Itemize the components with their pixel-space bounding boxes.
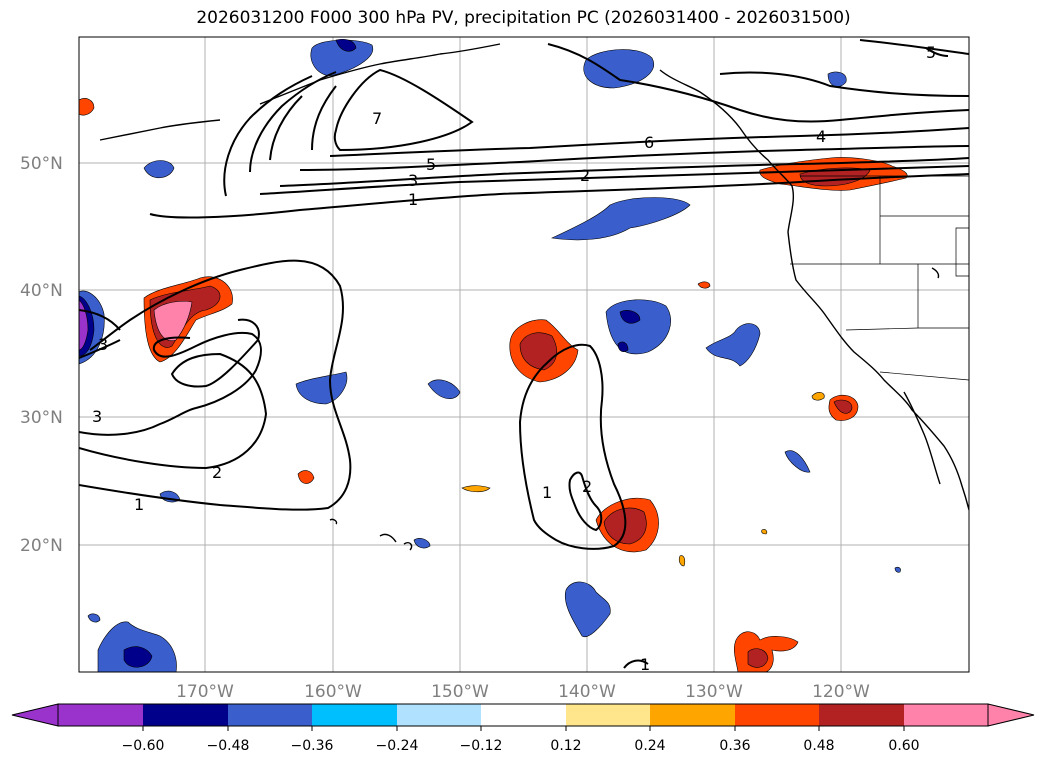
contour-label: 1 — [542, 483, 552, 502]
contour-label-group: 1 2 3 5 7 6 4 5 1 2 3 3 2 1 1 — [92, 43, 936, 674]
colorbar-tick-label: −0.12 — [460, 738, 503, 754]
colorbar-cell — [228, 704, 312, 726]
colorbar-tick-label: 0.48 — [803, 738, 834, 754]
contour-label: 1 — [134, 495, 144, 514]
colorbar-tick-label: −0.24 — [376, 738, 419, 754]
lon-label: 120°W — [812, 682, 870, 702]
colorbar-tick-label: −0.48 — [207, 738, 250, 754]
contour-label: 6 — [644, 133, 654, 152]
colorbar-extend-high — [987, 703, 1035, 727]
colorbar-cell — [904, 704, 988, 726]
colorbar-tick-label: 0.12 — [550, 738, 581, 754]
borders — [790, 175, 969, 381]
lon-label: 130°W — [685, 682, 743, 702]
colorbar-cell — [735, 704, 819, 726]
lat-label: 50°N — [20, 154, 63, 174]
colorbar-cell — [819, 704, 904, 726]
colorbar-cell — [650, 704, 735, 726]
contour-label: 2 — [582, 477, 592, 496]
colorbar-extend-low — [11, 703, 59, 727]
contour-label: 4 — [816, 127, 826, 146]
contour-label: 5 — [426, 155, 436, 174]
colorbar: −0.60 −0.48 −0.36 −0.24 −0.12 0.12 0.24 0.36 0.4… — [11, 703, 1035, 754]
lat-label: 40°N — [20, 281, 63, 301]
colorbar-cell — [481, 704, 566, 726]
colorbar-cell — [397, 704, 481, 726]
pv-contours — [79, 39, 969, 669]
colorbar-tick-label: −0.36 — [291, 738, 334, 754]
colorbar-tick-label: 0.24 — [634, 738, 665, 754]
colorbar-cell — [312, 704, 397, 726]
contour-label: 3 — [408, 171, 418, 190]
coastlines — [99, 43, 969, 551]
lon-label: 160°W — [304, 682, 362, 702]
precip-negative — [79, 38, 901, 672]
lon-label: 140°W — [558, 682, 616, 702]
colorbar-border — [57, 703, 989, 727]
colorbar-cell — [143, 704, 228, 726]
lat-label: 20°N — [20, 536, 63, 556]
contour-label: 1 — [408, 190, 418, 209]
lon-label: 150°W — [431, 682, 489, 702]
contour-label: 2 — [212, 463, 222, 482]
colorbar-tick-label: 0.36 — [719, 738, 750, 754]
contour-label: 5 — [926, 43, 936, 62]
contour-label: 3 — [98, 335, 108, 354]
colorbar-tick-label: 0.60 — [888, 738, 919, 754]
contour-label: 1 — [640, 655, 650, 674]
colorbar-cell — [566, 704, 650, 726]
contour-label: 3 — [92, 407, 102, 426]
colorbar-tick-label: −0.60 — [122, 738, 165, 754]
contour-label: 7 — [372, 109, 382, 128]
lon-label: 170°W — [176, 682, 234, 702]
map-border — [78, 36, 970, 673]
colorbar-cell — [58, 704, 143, 726]
contour-label: 2 — [580, 166, 590, 185]
precip-positive — [79, 98, 908, 672]
lat-label: 30°N — [20, 408, 63, 428]
map-title: 2026031200 F000 300 hPa PV, precipitatio… — [196, 8, 851, 28]
